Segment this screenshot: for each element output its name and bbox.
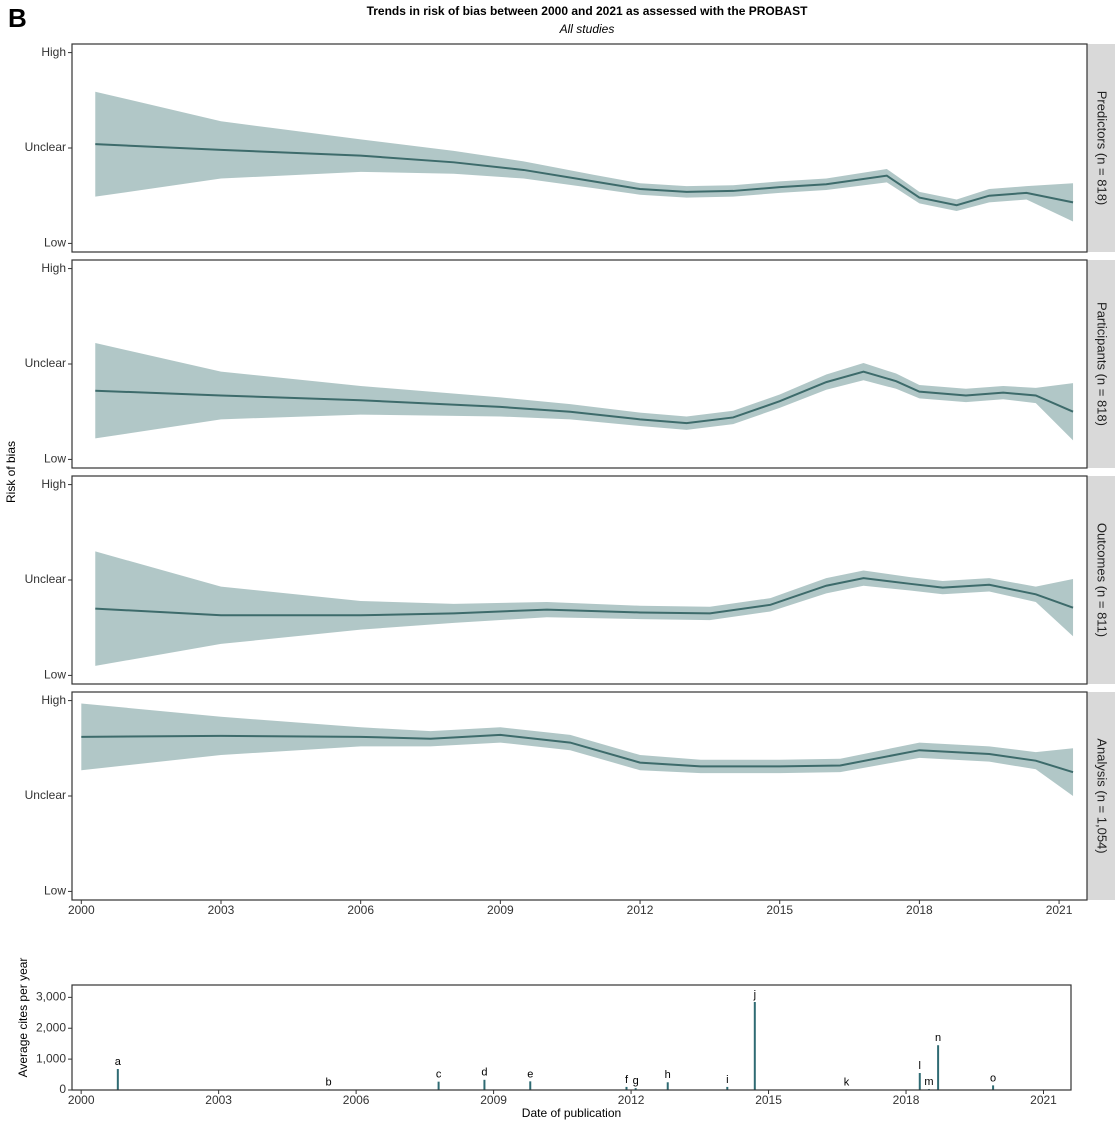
trend-line: [95, 370, 1074, 425]
y-tick-label: 2,000: [36, 1020, 66, 1034]
x-tick-label: 2006: [347, 903, 374, 917]
spike-label: j: [753, 989, 756, 1001]
x-tick-label: 2006: [343, 1093, 370, 1107]
x-tick-label: 2012: [618, 1093, 645, 1107]
y-axis-label: Average cites per year: [16, 958, 30, 1078]
y-tick-label: 1,000: [36, 1051, 66, 1065]
trend-line: [81, 733, 1074, 774]
facet-label: Predictors (n = 818): [1095, 91, 1110, 206]
x-tick-label: 2018: [906, 903, 933, 917]
x-axis-label: Date of publication: [522, 1106, 621, 1120]
spike-label: a: [115, 1056, 122, 1068]
y-tick-label: Unclear: [25, 356, 66, 370]
confidence-band: [95, 91, 1074, 222]
x-tick-label: 2021: [1046, 903, 1073, 917]
spike-label: l: [919, 1060, 921, 1072]
y-tick-label: Low: [44, 884, 66, 898]
spike-label: k: [844, 1076, 850, 1088]
x-tick-label: 2000: [68, 903, 95, 917]
y-tick-label: 3,000: [36, 990, 66, 1004]
facet-strip: [1087, 476, 1115, 684]
x-tick-label: 2015: [766, 903, 793, 917]
spike-label: e: [527, 1068, 533, 1080]
trend-line: [95, 577, 1074, 617]
confidence-band: [81, 703, 1074, 796]
facet-strip: [1087, 260, 1115, 468]
trend-line: [95, 143, 1074, 207]
confidence-band: [95, 343, 1074, 441]
facet-label: Analysis (n = 1,054): [1095, 738, 1110, 853]
panel-border: [71, 259, 1088, 469]
spike-label: m: [924, 1076, 933, 1088]
y-tick-label: High: [41, 693, 66, 707]
spike-label: c: [436, 1069, 442, 1081]
x-tick-label: 2009: [480, 1093, 507, 1107]
spike-label: b: [326, 1076, 332, 1088]
x-tick-label: 2018: [893, 1093, 920, 1107]
chart-subtitle: All studies: [559, 22, 615, 36]
y-tick-label: Unclear: [25, 788, 66, 802]
panel-border: [71, 984, 1072, 1091]
x-tick-label: 2009: [487, 903, 514, 917]
spike-label: g: [633, 1075, 639, 1087]
x-tick-label: 2021: [1030, 1093, 1057, 1107]
panel-border: [71, 475, 1088, 685]
facet-label: Participants (n = 818): [1095, 302, 1110, 426]
y-axis-label: Risk of bias: [4, 441, 18, 503]
facet-label: Outcomes (n = 811): [1095, 523, 1110, 637]
chart-title: Trends in risk of bias between 2000 and …: [367, 4, 809, 18]
facet-strip: [1087, 692, 1115, 900]
y-tick-label: Low: [44, 668, 66, 682]
spike-label: d: [481, 1067, 487, 1079]
y-tick-label: High: [41, 45, 66, 59]
x-tick-label: 2003: [208, 903, 235, 917]
x-tick-label: 2015: [755, 1093, 782, 1107]
y-tick-label: Unclear: [25, 572, 66, 586]
spike-label: o: [990, 1072, 996, 1084]
plot-area: [81, 703, 1074, 796]
y-tick-label: Low: [44, 236, 66, 250]
y-tick-label: Low: [44, 452, 66, 466]
x-tick-label: 2000: [68, 1093, 95, 1107]
spike-label: n: [935, 1032, 941, 1044]
confidence-band: [95, 551, 1074, 666]
spike-label: f: [625, 1074, 629, 1086]
x-tick-label: 2012: [627, 903, 654, 917]
y-tick-label: Unclear: [25, 140, 66, 154]
y-tick-label: 0: [59, 1082, 66, 1096]
facet-strip: [1087, 44, 1115, 252]
spike-label: h: [665, 1069, 671, 1081]
plot-area: [95, 91, 1074, 222]
spike-label: i: [726, 1074, 728, 1086]
plot-area: [95, 343, 1074, 441]
plot-area: [95, 551, 1074, 666]
x-tick-label: 2003: [205, 1093, 232, 1107]
y-tick-label: High: [41, 477, 66, 491]
y-tick-label: High: [41, 261, 66, 275]
panel-letter: B: [8, 3, 27, 33]
